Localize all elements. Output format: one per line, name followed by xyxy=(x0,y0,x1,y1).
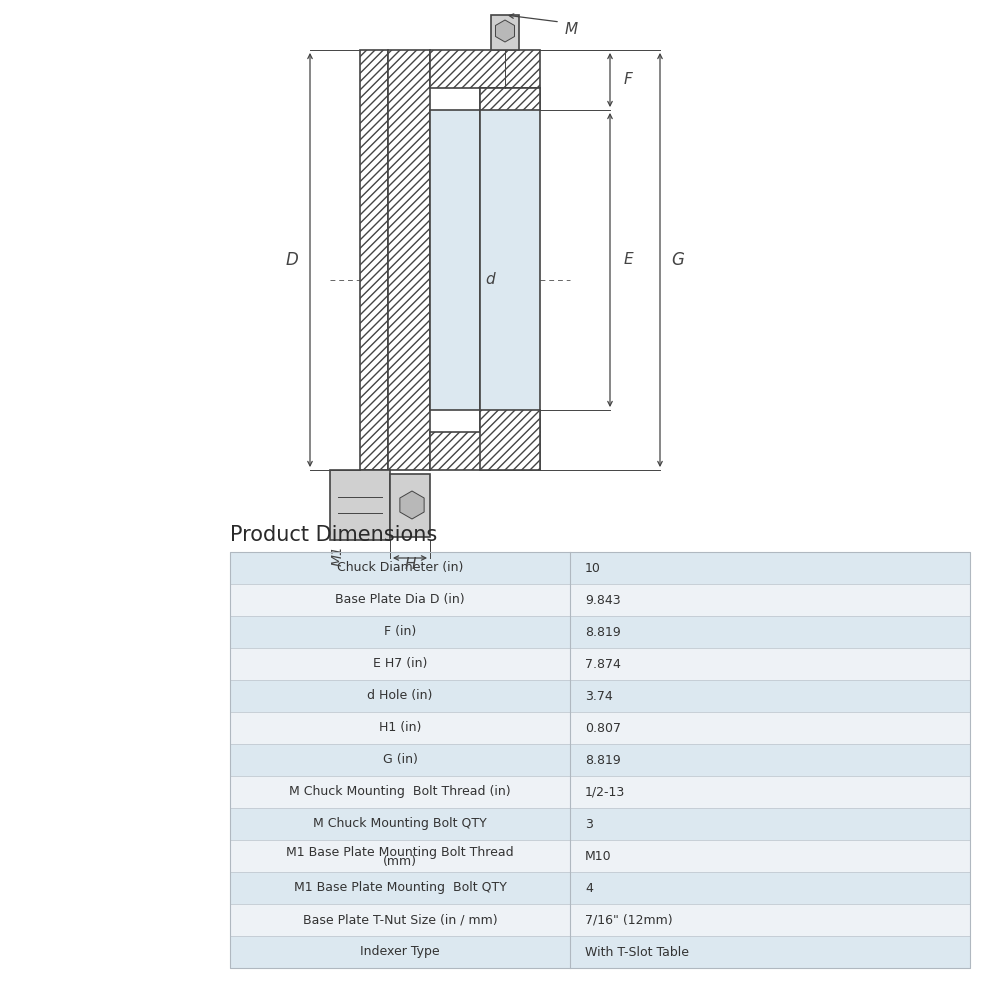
Bar xyxy=(230,584,970,616)
Text: M1: M1 xyxy=(331,545,345,566)
Polygon shape xyxy=(495,20,515,42)
Text: Chuck Diameter (in): Chuck Diameter (in) xyxy=(337,562,463,574)
Bar xyxy=(430,50,540,88)
Text: 7.874: 7.874 xyxy=(585,658,621,670)
Text: d Hole (in): d Hole (in) xyxy=(367,690,433,702)
Bar xyxy=(230,744,970,776)
Bar xyxy=(230,648,970,680)
Text: 8.819: 8.819 xyxy=(585,626,621,639)
Bar xyxy=(388,50,430,470)
Bar xyxy=(230,776,970,808)
Bar xyxy=(480,88,540,110)
Text: 0.807: 0.807 xyxy=(585,722,621,734)
Bar xyxy=(230,680,970,712)
Text: 3: 3 xyxy=(585,818,593,830)
Text: D: D xyxy=(286,251,298,269)
Text: 7/16" (12mm): 7/16" (12mm) xyxy=(585,914,673,926)
Text: M Chuck Mounting  Bolt Thread (in): M Chuck Mounting Bolt Thread (in) xyxy=(289,786,511,798)
Bar xyxy=(390,474,430,536)
Text: With T-Slot Table: With T-Slot Table xyxy=(585,946,689,958)
Bar xyxy=(230,552,970,584)
Text: Product Dimensions: Product Dimensions xyxy=(230,525,437,545)
Text: Base Plate Dia D (in): Base Plate Dia D (in) xyxy=(335,593,465,606)
Bar xyxy=(360,50,388,470)
Text: G: G xyxy=(672,251,684,269)
Text: 3.74: 3.74 xyxy=(585,690,613,702)
Bar xyxy=(230,904,970,936)
Text: M1 Base Plate Mounting  Bolt QTY: M1 Base Plate Mounting Bolt QTY xyxy=(294,882,506,894)
Text: H: H xyxy=(404,557,416,572)
Bar xyxy=(230,936,970,968)
Bar xyxy=(480,410,540,470)
Text: M1 Base Plate Mounting Bolt Thread: M1 Base Plate Mounting Bolt Thread xyxy=(286,846,514,859)
Text: (mm): (mm) xyxy=(383,855,417,868)
Text: Indexer Type: Indexer Type xyxy=(360,946,440,958)
Text: F (in): F (in) xyxy=(384,626,416,639)
Bar xyxy=(491,15,519,50)
Text: M: M xyxy=(565,22,578,37)
Polygon shape xyxy=(400,491,424,519)
Text: d: d xyxy=(485,272,495,288)
Text: H1 (in): H1 (in) xyxy=(379,722,421,734)
Text: 4: 4 xyxy=(585,882,593,894)
Text: 1/2-13: 1/2-13 xyxy=(585,786,625,798)
Text: M Chuck Mounting Bolt QTY: M Chuck Mounting Bolt QTY xyxy=(313,818,487,830)
Text: M10: M10 xyxy=(585,850,612,862)
Text: Base Plate T-Nut Size (in / mm): Base Plate T-Nut Size (in / mm) xyxy=(303,914,497,926)
Text: 8.819: 8.819 xyxy=(585,754,621,766)
Text: E H7 (in): E H7 (in) xyxy=(373,658,427,670)
Bar xyxy=(230,616,970,648)
Bar xyxy=(430,110,480,410)
Bar xyxy=(430,432,540,470)
Text: 10: 10 xyxy=(585,562,601,574)
Text: 9.843: 9.843 xyxy=(585,593,621,606)
Bar xyxy=(230,840,970,872)
Text: E: E xyxy=(623,252,633,267)
Bar xyxy=(230,872,970,904)
Text: G (in): G (in) xyxy=(383,754,417,766)
Bar xyxy=(330,470,390,540)
Text: F: F xyxy=(624,73,632,88)
Bar xyxy=(230,808,970,840)
Bar xyxy=(230,552,970,968)
Bar xyxy=(480,88,540,432)
Bar xyxy=(230,712,970,744)
